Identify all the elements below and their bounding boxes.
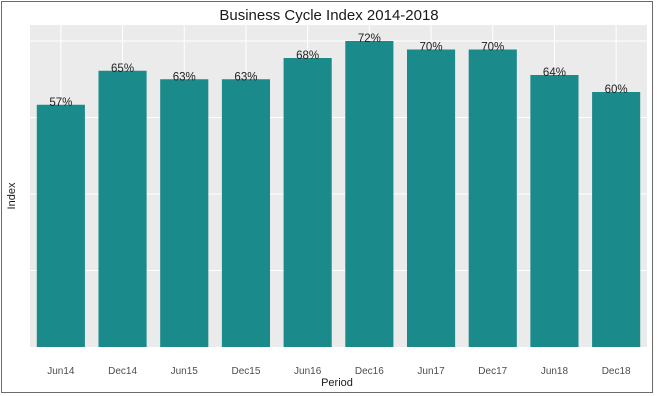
data-label-jun17: 70% bbox=[420, 42, 443, 54]
x-tick-jun14: Jun14 bbox=[47, 366, 75, 377]
x-tick-dec18: Dec18 bbox=[602, 366, 631, 377]
bar-jun15 bbox=[160, 79, 209, 347]
bar-jun17 bbox=[406, 49, 456, 347]
data-label-dec17: 70% bbox=[481, 42, 504, 54]
x-tick-jun17: Jun17 bbox=[417, 366, 445, 377]
data-label-jun15: 63% bbox=[173, 71, 196, 83]
bar-dec18 bbox=[592, 92, 641, 347]
y-axis-label: Index bbox=[6, 182, 18, 209]
data-label-dec18: 60% bbox=[605, 84, 628, 96]
data-label-jun16: 68% bbox=[296, 50, 319, 62]
x-tick-jun18: Jun18 bbox=[541, 366, 569, 377]
x-tick-dec17: Dec17 bbox=[478, 366, 507, 377]
x-tick-dec16: Dec16 bbox=[355, 366, 384, 377]
bar-dec17 bbox=[468, 49, 517, 347]
bars bbox=[36, 41, 641, 347]
bar-jun18 bbox=[530, 75, 579, 347]
data-label-dec15: 63% bbox=[234, 71, 257, 83]
data-label-jun14: 57% bbox=[49, 97, 72, 109]
x-tick-jun15: Jun15 bbox=[171, 366, 199, 377]
bar-dec15 bbox=[221, 79, 271, 347]
x-tick-dec15: Dec15 bbox=[231, 366, 260, 377]
x-axis-label: Period bbox=[321, 377, 353, 389]
bar-dec14 bbox=[98, 70, 147, 347]
x-tick-jun16: Jun16 bbox=[294, 366, 322, 377]
data-label-dec14: 65% bbox=[111, 63, 134, 75]
x-tick-dec14: Dec14 bbox=[108, 366, 137, 377]
data-label-jun18: 64% bbox=[543, 67, 566, 79]
chart-title: Business Cycle Index 2014-2018 bbox=[219, 7, 438, 24]
data-labels: 57% 65% 63% 63% 68% 72% 70% 70% 64% 60% bbox=[49, 33, 627, 109]
data-label-dec16: 72% bbox=[358, 33, 381, 45]
bar-dec16 bbox=[345, 41, 394, 347]
bar-jun14 bbox=[36, 104, 85, 347]
bar-jun16 bbox=[283, 58, 332, 347]
x-tick-labels: Jun14 Dec14 Jun15 Dec15 Jun16 Dec16 Jun17 Dec17… bbox=[47, 366, 631, 377]
